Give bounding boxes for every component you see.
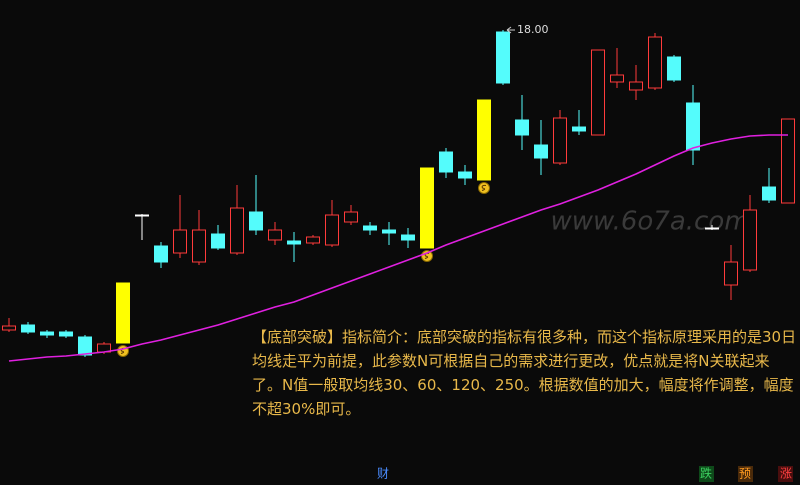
- annotation: 【底部突破】指标简介：底部突破的指标有很多种，而这个指标原理采用的是30日均线走…: [252, 328, 797, 418]
- candle-body: [648, 36, 662, 89]
- footer-label[interactable]: 预: [739, 467, 751, 481]
- candle-body: [192, 229, 206, 263]
- footer-label[interactable]: 财: [377, 467, 389, 481]
- watermark: www.6o7a.com: [550, 207, 749, 237]
- candle-body: [287, 240, 301, 245]
- candle-body: [401, 234, 415, 241]
- candle-body: [496, 31, 510, 84]
- candle-body: [610, 74, 624, 83]
- candle-body: [724, 261, 738, 286]
- candle-body: [781, 118, 795, 204]
- candle-body: [116, 282, 130, 344]
- high-marker-arrow: [506, 26, 512, 34]
- candle-body: [629, 81, 643, 91]
- candle-body: [173, 229, 187, 254]
- candle-body: [40, 331, 54, 336]
- candle-body: [515, 119, 529, 136]
- signal-icon-glyph: [481, 184, 487, 191]
- candle-body: [154, 245, 168, 263]
- candle-body: [439, 151, 453, 173]
- candle-body: [458, 171, 472, 179]
- candle-body: [344, 211, 358, 223]
- candle-body: [363, 225, 377, 231]
- candle-body: [325, 214, 339, 246]
- candle-body: [743, 209, 757, 271]
- candle-body: [420, 167, 434, 249]
- candle-body: [78, 336, 92, 356]
- candle-body: [230, 207, 244, 254]
- candle-body: [211, 233, 225, 249]
- candle-body: [667, 56, 681, 81]
- candle-body: [686, 102, 700, 151]
- icon-box: [778, 466, 793, 482]
- footer-label[interactable]: 跌: [700, 466, 712, 481]
- candle-body: [762, 186, 776, 201]
- candle-body: [268, 229, 282, 241]
- candle-body: [705, 227, 719, 230]
- candle-body: [249, 211, 263, 231]
- candle-body: [2, 325, 16, 331]
- candle-body: [59, 331, 73, 337]
- candle-body: [534, 144, 548, 159]
- icon-box: [699, 466, 714, 482]
- candle-body: [21, 324, 35, 333]
- candle-body: [572, 126, 586, 132]
- candle-body: [553, 117, 567, 164]
- moving-average: [8, 134, 788, 362]
- icon-box: [738, 466, 753, 482]
- candle-body: [382, 229, 396, 234]
- candle-body: [135, 214, 149, 217]
- candle-body: [591, 49, 605, 136]
- candle-body: [477, 99, 491, 181]
- high-marker-label: 18.00: [517, 23, 549, 36]
- footer-label[interactable]: 涨: [780, 466, 792, 481]
- candle-body: [306, 236, 320, 244]
